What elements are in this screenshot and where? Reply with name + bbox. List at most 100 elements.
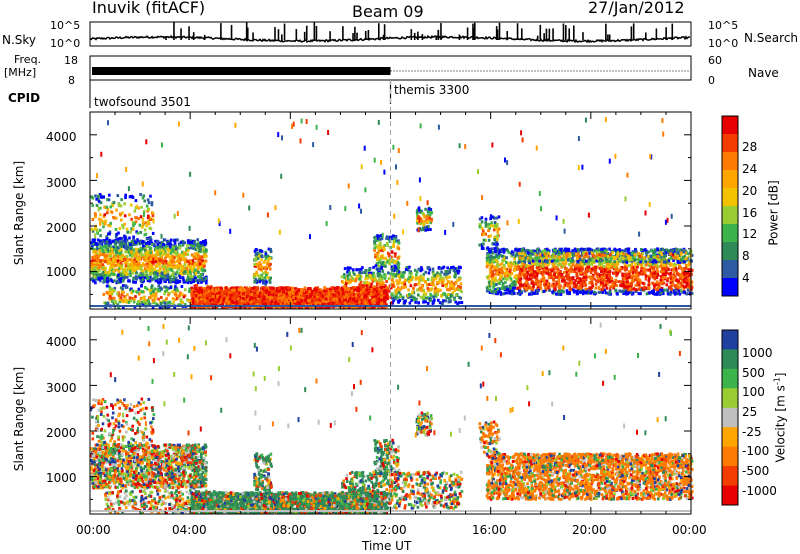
power-cell xyxy=(117,231,120,235)
power-cell xyxy=(130,217,133,221)
power-cell xyxy=(196,251,200,255)
power-cell xyxy=(146,207,150,211)
power-cell xyxy=(303,286,307,290)
power-cell xyxy=(91,204,94,207)
power-cell xyxy=(133,297,136,301)
power-cell xyxy=(408,265,411,269)
power-cell xyxy=(339,295,342,299)
power-cell xyxy=(135,253,138,257)
power-cell xyxy=(201,272,204,276)
power-cell xyxy=(170,263,174,267)
power-cell xyxy=(155,256,159,260)
power-cell xyxy=(394,295,397,299)
power-cell xyxy=(155,264,159,268)
power-cell xyxy=(211,288,214,292)
power-cell xyxy=(128,213,131,217)
power-cell xyxy=(182,295,186,299)
power-cell xyxy=(208,301,211,305)
power-cell xyxy=(226,293,230,297)
power-cell xyxy=(123,202,126,206)
vel-tick-500: 500 xyxy=(742,366,765,380)
power-cell xyxy=(343,273,346,276)
power-cell xyxy=(282,286,286,290)
power-cell xyxy=(358,270,362,274)
power-cell xyxy=(380,266,383,270)
power-cell xyxy=(179,298,183,302)
power-cell xyxy=(369,292,373,296)
power-cell xyxy=(302,294,305,298)
power-cell xyxy=(115,216,118,220)
power-cell xyxy=(151,298,155,302)
power-cell xyxy=(207,289,211,293)
xtick-0000: 00:00 xyxy=(76,523,111,537)
power-cell xyxy=(138,223,142,227)
power-cell xyxy=(115,208,118,212)
power-cell xyxy=(102,195,105,199)
power-cell xyxy=(141,247,145,251)
power-cell xyxy=(395,288,399,292)
power-cell xyxy=(269,248,272,251)
power-cell xyxy=(409,284,413,288)
power-cell xyxy=(145,237,149,241)
power-cell xyxy=(136,249,139,253)
power-cell xyxy=(125,254,129,258)
power-cell xyxy=(195,242,199,246)
power-cell xyxy=(291,286,294,290)
power-cell xyxy=(106,247,109,251)
power-cell xyxy=(313,298,316,302)
power-cell xyxy=(134,199,138,203)
power-cell xyxy=(90,262,94,266)
power-cell xyxy=(113,247,117,251)
power-cell xyxy=(350,292,354,296)
power-cell xyxy=(335,293,339,297)
power-cell xyxy=(263,276,267,280)
power-cell xyxy=(121,284,125,288)
power-cell xyxy=(426,286,430,290)
power-cell xyxy=(159,286,162,290)
power-cell xyxy=(92,240,96,243)
power-cell xyxy=(108,239,112,243)
power-cell xyxy=(296,295,300,299)
power-cell xyxy=(117,251,120,255)
power-cell xyxy=(191,297,195,301)
power-cell xyxy=(124,193,127,197)
nsearch-bottom-tick: 10^0 xyxy=(708,37,739,50)
power-cell xyxy=(162,260,166,264)
power-cell xyxy=(102,225,105,229)
power-cell xyxy=(264,265,267,269)
power-cell xyxy=(185,267,189,270)
power-cell xyxy=(91,196,95,200)
power-cell xyxy=(378,278,381,282)
power-cell xyxy=(273,297,277,301)
power-cell xyxy=(446,288,449,292)
power-cell xyxy=(177,259,180,263)
power-cell xyxy=(143,267,147,271)
power-cell xyxy=(267,301,271,305)
power-cell xyxy=(135,271,138,275)
power-cell xyxy=(387,277,391,281)
power-cell xyxy=(119,261,123,265)
nsky-top-tick: 10^5 xyxy=(50,19,81,32)
power-cell xyxy=(392,239,396,243)
power-cell xyxy=(100,276,103,280)
power-cell xyxy=(417,301,420,305)
power-cell xyxy=(452,265,455,269)
power-cell xyxy=(117,269,121,273)
power-cell xyxy=(140,290,144,294)
power-cell xyxy=(145,204,149,208)
power-cell xyxy=(217,298,221,302)
power-cell xyxy=(381,260,384,264)
power-cell xyxy=(395,290,398,294)
power-cell xyxy=(292,296,295,300)
power-cell xyxy=(139,266,143,269)
power-cell xyxy=(198,262,202,266)
power-cell xyxy=(445,284,448,288)
power-cell xyxy=(194,302,197,305)
power-cell xyxy=(137,287,141,291)
power-cell xyxy=(373,285,376,289)
power-cell xyxy=(139,230,143,234)
power-cell xyxy=(446,276,449,279)
power-cell xyxy=(180,266,184,270)
power-cell xyxy=(114,300,117,304)
power-cell xyxy=(417,267,421,271)
